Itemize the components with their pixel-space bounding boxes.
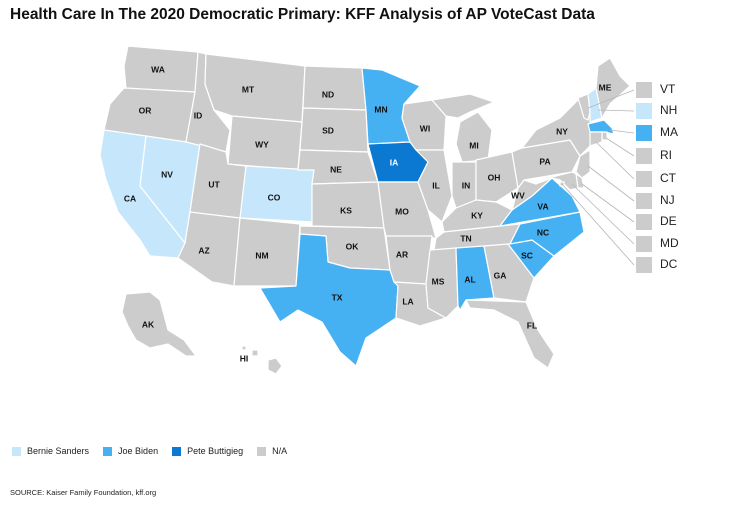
box-dc[interactable] bbox=[636, 257, 652, 273]
legend-label-sanders: Bernie Sanders bbox=[27, 446, 90, 456]
label-ok: OK bbox=[346, 241, 360, 251]
legend-item-biden[interactable]: Joe Biden bbox=[103, 446, 158, 456]
legend: Bernie Sanders Joe Biden Pete Buttigieg … bbox=[12, 446, 301, 456]
state-ri[interactable] bbox=[601, 131, 608, 141]
box-label-ct: CT bbox=[660, 171, 677, 185]
label-wv: WV bbox=[511, 190, 525, 200]
state-tx[interactable] bbox=[259, 233, 399, 367]
state-labels: WA OR CA NV ID MT WY UT CO AZ NM ND SD N… bbox=[124, 64, 612, 363]
label-ar: AR bbox=[396, 249, 408, 259]
chart-title: Health Care In The 2020 Democratic Prima… bbox=[10, 6, 595, 23]
label-mn: MN bbox=[374, 104, 387, 114]
state-nj[interactable] bbox=[575, 149, 591, 179]
label-ks: KS bbox=[340, 205, 352, 215]
legend-label-buttigieg: Pete Buttigieg bbox=[187, 446, 244, 456]
legend-item-sanders[interactable]: Bernie Sanders bbox=[12, 446, 89, 456]
state-ar[interactable] bbox=[385, 235, 433, 285]
state-nc[interactable] bbox=[509, 211, 585, 257]
label-or: OR bbox=[139, 105, 152, 115]
label-hi: HI bbox=[240, 353, 249, 363]
box-nh[interactable] bbox=[636, 103, 652, 119]
label-wy: WY bbox=[255, 139, 269, 149]
label-nc: NC bbox=[537, 227, 549, 237]
label-ky: KY bbox=[471, 210, 483, 220]
label-ca: CA bbox=[124, 193, 136, 203]
state-fl[interactable] bbox=[465, 299, 555, 369]
box-label-md: MD bbox=[660, 236, 679, 250]
label-wi: WI bbox=[420, 123, 430, 133]
label-mt: MT bbox=[242, 84, 255, 94]
small-state-callouts bbox=[561, 89, 635, 266]
small-state-boxes: VT NH MA RI CT NJ DE MD DC bbox=[636, 82, 679, 273]
state-md[interactable] bbox=[535, 171, 579, 191]
label-co: CO bbox=[268, 192, 281, 202]
state-mt[interactable] bbox=[204, 53, 306, 123]
legend-swatch-sanders bbox=[12, 446, 21, 456]
label-al: AL bbox=[464, 274, 475, 284]
label-ms: MS bbox=[432, 276, 445, 286]
state-hi[interactable] bbox=[241, 345, 283, 375]
label-ia: IA bbox=[390, 157, 399, 167]
box-label-dc: DC bbox=[660, 257, 678, 271]
label-ut: UT bbox=[208, 179, 220, 189]
label-mi: MI bbox=[469, 140, 478, 150]
label-tx: TX bbox=[332, 292, 343, 302]
state-ak[interactable] bbox=[121, 291, 197, 357]
label-fl: FL bbox=[527, 320, 537, 330]
box-ma[interactable] bbox=[636, 125, 652, 141]
label-la: LA bbox=[402, 296, 413, 306]
box-nj[interactable] bbox=[636, 193, 652, 209]
state-sd[interactable] bbox=[299, 107, 369, 153]
state-ga[interactable] bbox=[483, 243, 535, 303]
label-va: VA bbox=[537, 201, 548, 211]
legend-label-biden: Joe Biden bbox=[118, 446, 159, 456]
legend-item-na[interactable]: N/A bbox=[257, 446, 287, 456]
label-ne: NE bbox=[330, 164, 342, 174]
box-label-de: DE bbox=[660, 214, 677, 228]
box-label-ri: RI bbox=[660, 148, 672, 162]
label-sc: SC bbox=[521, 250, 533, 260]
state-nd[interactable] bbox=[302, 65, 367, 111]
label-in: IN bbox=[462, 180, 471, 190]
state-il[interactable] bbox=[415, 149, 453, 223]
label-id: ID bbox=[194, 110, 203, 120]
label-sd: SD bbox=[322, 125, 334, 135]
state-oh[interactable] bbox=[475, 151, 519, 203]
label-ak: AK bbox=[142, 319, 155, 329]
legend-swatch-na bbox=[257, 446, 267, 456]
label-tn: TN bbox=[460, 233, 471, 243]
legend-label-na: N/A bbox=[272, 446, 288, 456]
box-vt[interactable] bbox=[636, 82, 652, 98]
label-oh: OH bbox=[488, 172, 501, 182]
state-ct[interactable] bbox=[589, 131, 603, 147]
box-ct[interactable] bbox=[636, 171, 652, 187]
state-me[interactable] bbox=[595, 57, 631, 119]
legend-item-buttigieg[interactable]: Pete Buttigieg bbox=[172, 446, 243, 456]
box-label-vt: VT bbox=[660, 82, 676, 96]
label-ga: GA bbox=[494, 270, 507, 280]
box-label-nj: NJ bbox=[660, 193, 675, 207]
label-nv: NV bbox=[161, 169, 173, 179]
label-ny: NY bbox=[556, 126, 568, 136]
source-note: SOURCE: Kaiser Family Foundation, kff.or… bbox=[10, 488, 157, 497]
label-wa: WA bbox=[151, 64, 165, 74]
label-nm: NM bbox=[255, 250, 268, 260]
box-label-ma: MA bbox=[660, 125, 678, 139]
box-de[interactable] bbox=[636, 214, 652, 230]
label-az: AZ bbox=[198, 245, 209, 255]
label-me: ME bbox=[599, 82, 612, 92]
box-ri[interactable] bbox=[636, 148, 652, 164]
label-il: IL bbox=[432, 180, 440, 190]
label-nd: ND bbox=[322, 89, 334, 99]
legend-swatch-biden bbox=[103, 446, 113, 456]
legend-swatch-buttigieg bbox=[172, 446, 182, 456]
label-pa: PA bbox=[539, 156, 550, 166]
state-vt[interactable] bbox=[577, 93, 591, 121]
label-mo: MO bbox=[395, 206, 409, 216]
box-md[interactable] bbox=[636, 236, 652, 252]
box-label-nh: NH bbox=[660, 103, 677, 117]
